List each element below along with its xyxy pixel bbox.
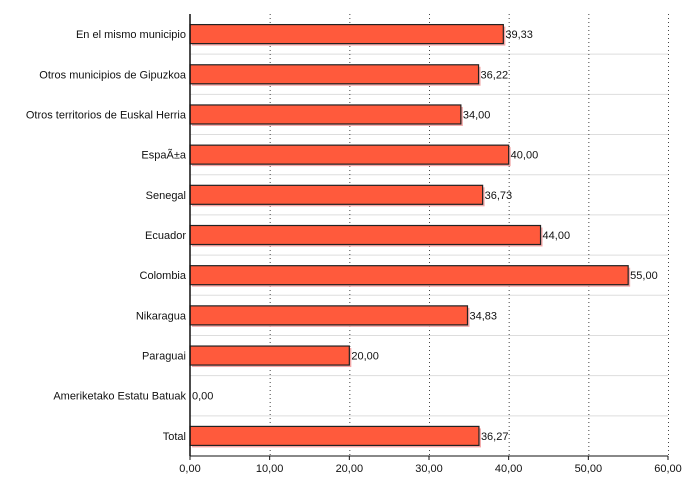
category-label: Ameriketako Estatu Batuak — [53, 391, 186, 403]
value-label: 34,83 — [469, 310, 497, 322]
x-tick-label: 50,00 — [575, 463, 603, 475]
category-label: Ecuador — [145, 230, 186, 242]
x-tick-label: 60,00 — [654, 463, 682, 475]
x-tick-label: 40,00 — [495, 463, 523, 475]
value-label: 20,00 — [351, 351, 379, 363]
x-tick-label: 0,00 — [179, 463, 200, 475]
value-label: 39,33 — [505, 29, 533, 41]
category-label: Senegal — [146, 190, 186, 202]
bar — [189, 305, 469, 326]
x-tick-label: 20,00 — [336, 463, 364, 475]
value-label: 55,00 — [630, 270, 658, 282]
value-label: 0,00 — [192, 391, 213, 403]
bar — [189, 265, 629, 286]
value-label: 34,00 — [463, 109, 491, 121]
x-tick-label: 10,00 — [256, 463, 284, 475]
x-tick-labels: 0,00 10,00 20,00 30,00 40,00 50,00 60,00 — [179, 456, 682, 475]
value-labels: 39,33 36,22 34,00 40,00 36,73 44,00 55,00 34,83… — [192, 29, 658, 443]
bar — [189, 23, 504, 45]
bar — [189, 425, 480, 447]
value-label: 44,00 — [543, 230, 571, 242]
category-label: Otros territorios de Euskal Herria — [26, 109, 187, 121]
x-tick-label: 30,00 — [415, 463, 443, 475]
category-label: Total — [163, 431, 186, 443]
category-label: Colombia — [140, 270, 187, 282]
category-label: Nikaragua — [136, 310, 187, 322]
bar — [189, 184, 484, 205]
category-labels: En el mismo municipio Otros municipios de… — [26, 29, 187, 443]
category-label: EspaÃ±a — [141, 149, 186, 162]
category-label: Otros municipios de Gipuzkoa — [39, 69, 187, 81]
bar — [189, 345, 350, 366]
bar — [189, 104, 462, 125]
value-label: 40,00 — [511, 150, 539, 162]
bars — [189, 23, 631, 448]
value-label: 36,27 — [481, 431, 509, 443]
category-label: En el mismo municipio — [76, 29, 186, 41]
value-label: 36,73 — [485, 190, 513, 202]
bar — [189, 144, 510, 165]
value-label: 36,22 — [481, 69, 509, 81]
bar — [189, 64, 480, 85]
bar — [189, 224, 542, 246]
category-label: Paraguai — [142, 351, 186, 363]
